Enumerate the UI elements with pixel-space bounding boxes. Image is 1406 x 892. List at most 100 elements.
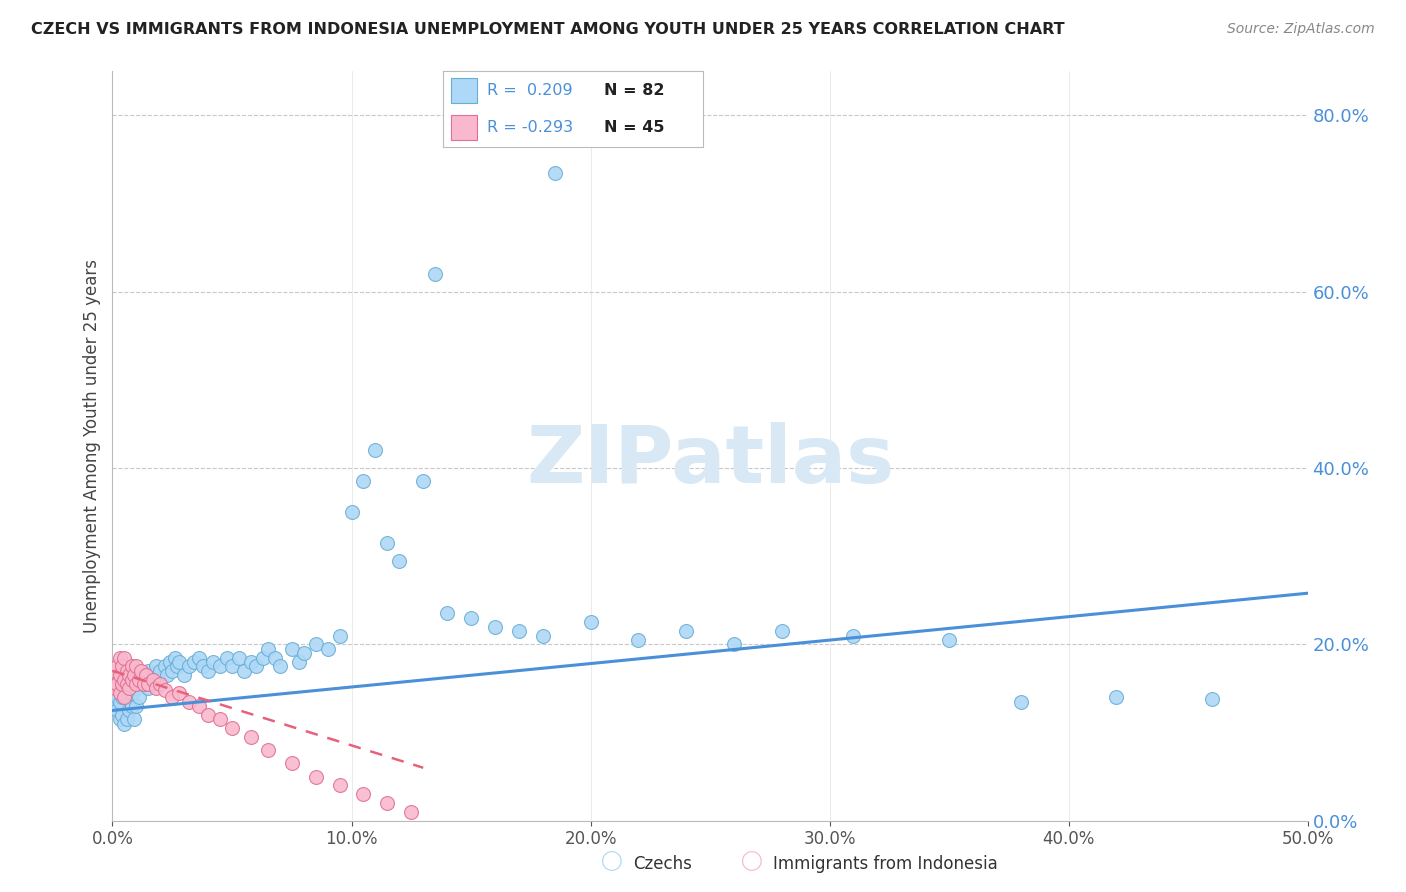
Point <box>118 703 141 717</box>
Point <box>114 716 135 731</box>
Text: ZIPatlas: ZIPatlas <box>526 422 894 500</box>
Point <box>377 796 399 810</box>
Point <box>245 659 267 673</box>
Point <box>121 659 143 673</box>
Text: N = 45: N = 45 <box>605 120 665 135</box>
Point <box>675 624 697 639</box>
Point <box>197 664 219 678</box>
Point <box>162 664 183 678</box>
Point <box>135 668 157 682</box>
Point <box>108 650 131 665</box>
Point <box>288 655 311 669</box>
Point <box>149 664 172 678</box>
Point <box>169 686 191 700</box>
Point <box>125 699 148 714</box>
Point <box>115 677 138 691</box>
Point <box>114 650 135 665</box>
Point <box>401 805 423 819</box>
Point <box>938 632 960 647</box>
Point <box>111 677 134 691</box>
Point <box>138 677 160 691</box>
Point <box>177 695 200 709</box>
Text: CZECH VS IMMIGRANTS FROM INDONESIA UNEMPLOYMENT AMONG YOUTH UNDER 25 YEARS CORRE: CZECH VS IMMIGRANTS FROM INDONESIA UNEMP… <box>31 22 1064 37</box>
Point <box>138 664 160 678</box>
Point <box>281 641 304 656</box>
Bar <box>451 114 477 140</box>
Point <box>114 690 135 705</box>
Point <box>121 699 143 714</box>
Text: ◯: ◯ <box>741 852 763 871</box>
Point <box>183 655 205 669</box>
Point <box>104 699 127 714</box>
Point <box>108 668 131 682</box>
Point <box>156 668 179 682</box>
Point <box>118 681 141 696</box>
Point <box>257 743 280 757</box>
Bar <box>451 78 477 103</box>
Point <box>142 673 165 687</box>
Point <box>118 690 141 705</box>
Point <box>842 628 865 642</box>
Point <box>233 664 256 678</box>
Point <box>153 659 176 673</box>
Point <box>197 707 219 722</box>
Point <box>579 615 602 630</box>
Point <box>163 650 186 665</box>
Point <box>146 673 169 687</box>
Point <box>412 475 434 489</box>
Point <box>128 673 150 687</box>
Point <box>1010 695 1032 709</box>
Point <box>543 166 565 180</box>
Point <box>135 668 157 682</box>
Text: R = -0.293: R = -0.293 <box>486 120 574 135</box>
Point <box>104 664 127 678</box>
Text: R =  0.209: R = 0.209 <box>486 83 572 98</box>
Text: ◯: ◯ <box>600 852 623 871</box>
Point <box>187 699 209 714</box>
Point <box>159 655 181 669</box>
Point <box>105 677 128 691</box>
Point <box>122 677 145 691</box>
Point <box>118 668 141 682</box>
Point <box>111 659 134 673</box>
Point <box>627 632 650 647</box>
Point <box>193 659 215 673</box>
Point <box>209 712 232 726</box>
Point <box>305 770 328 784</box>
Point <box>252 650 274 665</box>
Point <box>132 677 155 691</box>
Point <box>281 756 304 771</box>
Point <box>149 677 172 691</box>
Point <box>114 673 135 687</box>
Point <box>125 681 148 696</box>
Point <box>162 690 183 705</box>
Point <box>177 659 200 673</box>
Point <box>114 686 135 700</box>
Point <box>352 475 374 489</box>
Text: N = 82: N = 82 <box>605 83 665 98</box>
Point <box>228 650 250 665</box>
Point <box>388 553 411 567</box>
Point <box>115 712 138 726</box>
Point <box>153 683 176 698</box>
Point <box>108 686 131 700</box>
Point <box>221 659 243 673</box>
Point <box>240 655 263 669</box>
Point <box>187 650 209 665</box>
Point <box>292 646 315 660</box>
Point <box>128 690 150 705</box>
Point <box>340 505 363 519</box>
Point <box>377 536 399 550</box>
Point <box>145 659 167 673</box>
Point <box>115 664 138 678</box>
Point <box>316 641 339 656</box>
Point <box>531 628 554 642</box>
Point <box>105 659 128 673</box>
Point <box>122 668 145 682</box>
Point <box>508 624 530 639</box>
Point <box>108 712 131 726</box>
Point <box>436 607 458 621</box>
Point <box>111 690 134 705</box>
Point <box>105 690 128 705</box>
Point <box>425 267 447 281</box>
